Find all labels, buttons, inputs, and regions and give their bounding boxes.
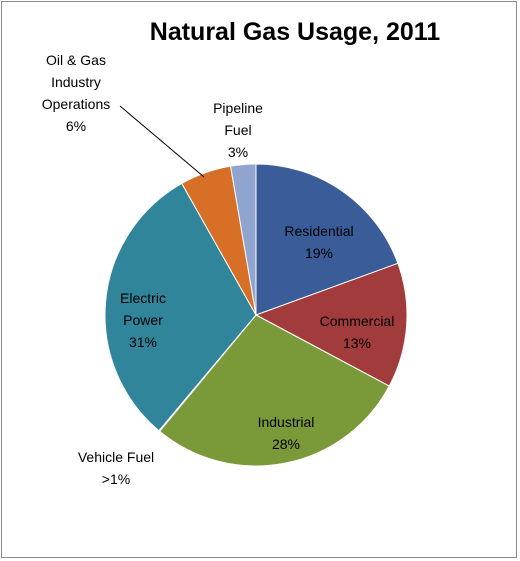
label-commercial: Commercial 13%: [320, 313, 395, 351]
label-electric-power: Electric Power 31%: [120, 290, 166, 350]
label-vehicle-fuel-name: Vehicle Fuel: [78, 449, 154, 465]
label-industrial-value: 28%: [272, 436, 300, 452]
label-vehicle-fuel: Vehicle Fuel >1%: [78, 449, 154, 487]
label-oil-gas-line2: Industry: [51, 74, 101, 90]
label-oil-gas-line1: Oil & Gas: [46, 52, 106, 68]
label-electric-power-line2: Power: [123, 312, 163, 328]
label-industrial: Industrial 28%: [258, 414, 315, 452]
slice-industrial: [158, 314, 390, 467]
label-industrial-name: Industrial: [258, 414, 315, 430]
label-commercial-value: 13%: [343, 335, 371, 351]
label-oil-gas: Oil & Gas Industry Operations 6%: [42, 52, 110, 134]
label-vehicle-fuel-value: >1%: [102, 471, 130, 487]
label-pipeline-fuel-line1: Pipeline: [213, 100, 263, 116]
label-residential-value: 19%: [305, 245, 333, 261]
slice-pipeline-fuel: [230, 163, 257, 316]
label-electric-power-line1: Electric: [120, 290, 166, 306]
label-residential: Residential 19%: [284, 223, 353, 261]
label-electric-power-value: 31%: [129, 334, 157, 350]
slice-residential: [255, 163, 399, 316]
slice-commercial: [254, 262, 408, 387]
label-residential-name: Residential: [284, 223, 353, 239]
label-oil-gas-line3: Operations: [42, 96, 110, 112]
pie-slices: [104, 163, 408, 467]
label-pipeline-fuel-value: 3%: [228, 144, 248, 160]
label-commercial-name: Commercial: [320, 313, 395, 329]
label-oil-gas-value: 6%: [66, 118, 86, 134]
slice-electric-power: [104, 182, 257, 432]
chart-title: Natural Gas Usage, 2011: [150, 18, 441, 46]
leader-line: [119, 105, 205, 178]
label-pipeline-fuel-line2: Fuel: [224, 122, 251, 138]
label-pipeline-fuel: Pipeline Fuel 3%: [213, 100, 263, 160]
